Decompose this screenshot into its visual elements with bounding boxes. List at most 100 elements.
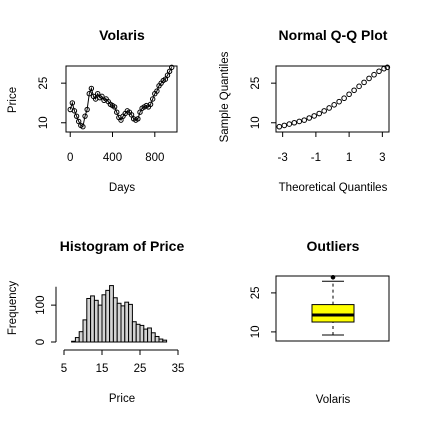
qq-xlabel: Theoretical Quantiles (279, 182, 388, 194)
qq-point (336, 98, 342, 105)
histogram-ytick-label: 100 (35, 296, 47, 315)
timeseries-point (169, 64, 175, 71)
timeseries-point (80, 124, 86, 130)
timeseries-point (128, 112, 135, 118)
histogram-bar (116, 302, 122, 343)
histogram-xtick-label: 35 (172, 363, 185, 375)
histogram-bar (154, 335, 160, 343)
boxplot-ytick-label: 10 (250, 326, 262, 339)
qq-point (384, 64, 391, 71)
timeseries-point (71, 108, 78, 114)
timeseries-point (149, 96, 156, 102)
qq-point (281, 122, 288, 129)
histogram-bar (131, 321, 137, 343)
histogram-bar (71, 340, 76, 343)
histogram-bar (78, 331, 84, 343)
qq-xtick-label: 3 (379, 152, 385, 164)
histogram-bar (135, 323, 141, 343)
timeseries-point (154, 88, 160, 94)
qq-point (306, 115, 313, 121)
qq-point (356, 83, 362, 90)
timeseries-point (164, 72, 171, 78)
qq-point (331, 102, 337, 108)
histogram-bar (150, 332, 156, 343)
qq-ylabel: Sample Quantiles (219, 51, 231, 142)
histogram-xtick-label: 15 (96, 363, 109, 375)
timeseries-ytick-label: 10 (38, 116, 50, 129)
qq-point (321, 108, 327, 114)
qq-point (316, 110, 323, 117)
qq-point (301, 117, 308, 123)
histogram-bar (101, 294, 107, 343)
histogram-xtick-label: 5 (61, 363, 67, 375)
timeseries-point (73, 113, 80, 119)
timeseries-point (147, 101, 154, 107)
timeseries-point (88, 85, 95, 92)
timeseries-frame (65, 65, 178, 133)
qq-panel: Normal Q-Q Plot Theoretical Quantiles Sa… (219, 27, 391, 194)
boxplot-ytick-label: 25 (250, 287, 262, 300)
boxplot-panel: Outliers Volaris 10 25 (250, 238, 390, 406)
qq-frame (275, 65, 390, 133)
timeseries-xtick-label: 0 (67, 152, 73, 164)
timeseries-xtick-label: 400 (103, 152, 122, 164)
qq-xtick-label: 1 (346, 152, 352, 164)
qq-ytick-label: 10 (250, 116, 262, 129)
boxplot-title: Outliers (307, 238, 360, 254)
histogram-bar (97, 304, 103, 343)
qq-point (276, 123, 283, 130)
qq-point (311, 113, 318, 119)
qq-point (376, 68, 382, 75)
qq-point (291, 119, 298, 126)
histogram-bar (105, 289, 111, 343)
timeseries-point (84, 106, 90, 113)
qq-point (296, 118, 303, 125)
timeseries-point (137, 109, 143, 115)
boxplot-xlabel: Volaris (316, 394, 351, 406)
timeseries-point (75, 118, 82, 125)
timeseries-point (166, 68, 173, 74)
histogram-ytick-label: 0 (35, 339, 47, 345)
histogram-bar (93, 299, 99, 343)
histogram-bar (162, 339, 168, 343)
histogram-bar (112, 297, 118, 343)
timeseries-point (99, 93, 105, 100)
boxplot-outlier (330, 275, 336, 280)
timeseries-point (114, 109, 120, 115)
histogram-bar (120, 305, 126, 343)
timeseries-point (118, 117, 124, 123)
histogram-bar (128, 303, 133, 343)
histogram-title: Histogram of Price (60, 238, 185, 254)
qq-point (326, 105, 332, 111)
histogram-bar (139, 324, 145, 343)
timeseries-line (69, 67, 173, 128)
qq-point (351, 87, 357, 94)
histogram-bar (82, 319, 88, 343)
timeseries-point (162, 76, 169, 82)
timeseries-point (111, 104, 118, 110)
histogram-panel: Histogram of Price Price Frequency 5 15 25… (7, 238, 184, 405)
histogram-bar (86, 297, 92, 343)
histogram-bar (147, 327, 152, 343)
timeseries-point (82, 113, 88, 119)
qq-point (286, 121, 293, 127)
qq-xtick-label: -1 (311, 152, 321, 164)
qq-point (371, 71, 377, 78)
qq-xtick-label: -3 (278, 152, 288, 164)
histogram-bar (143, 328, 149, 343)
timeseries-point (86, 91, 92, 97)
qq-point (361, 79, 367, 86)
qq-ytick-label: 25 (250, 77, 262, 90)
histogram-bar (90, 295, 95, 343)
histogram-ylabel: Frequency (7, 281, 19, 336)
timeseries-ylabel: Price (7, 87, 19, 113)
timeseries-xtick-label: 800 (145, 152, 164, 164)
timeseries-panel: Volaris Days Price 0 400 800 10 25 (7, 27, 178, 194)
histogram-bar (74, 337, 80, 343)
timeseries-title: Volaris (99, 27, 145, 43)
qq-point (381, 65, 387, 72)
histogram-xtick-label: 25 (134, 363, 147, 375)
histogram-bar (109, 285, 114, 343)
histogram-xlabel: Price (109, 393, 135, 405)
